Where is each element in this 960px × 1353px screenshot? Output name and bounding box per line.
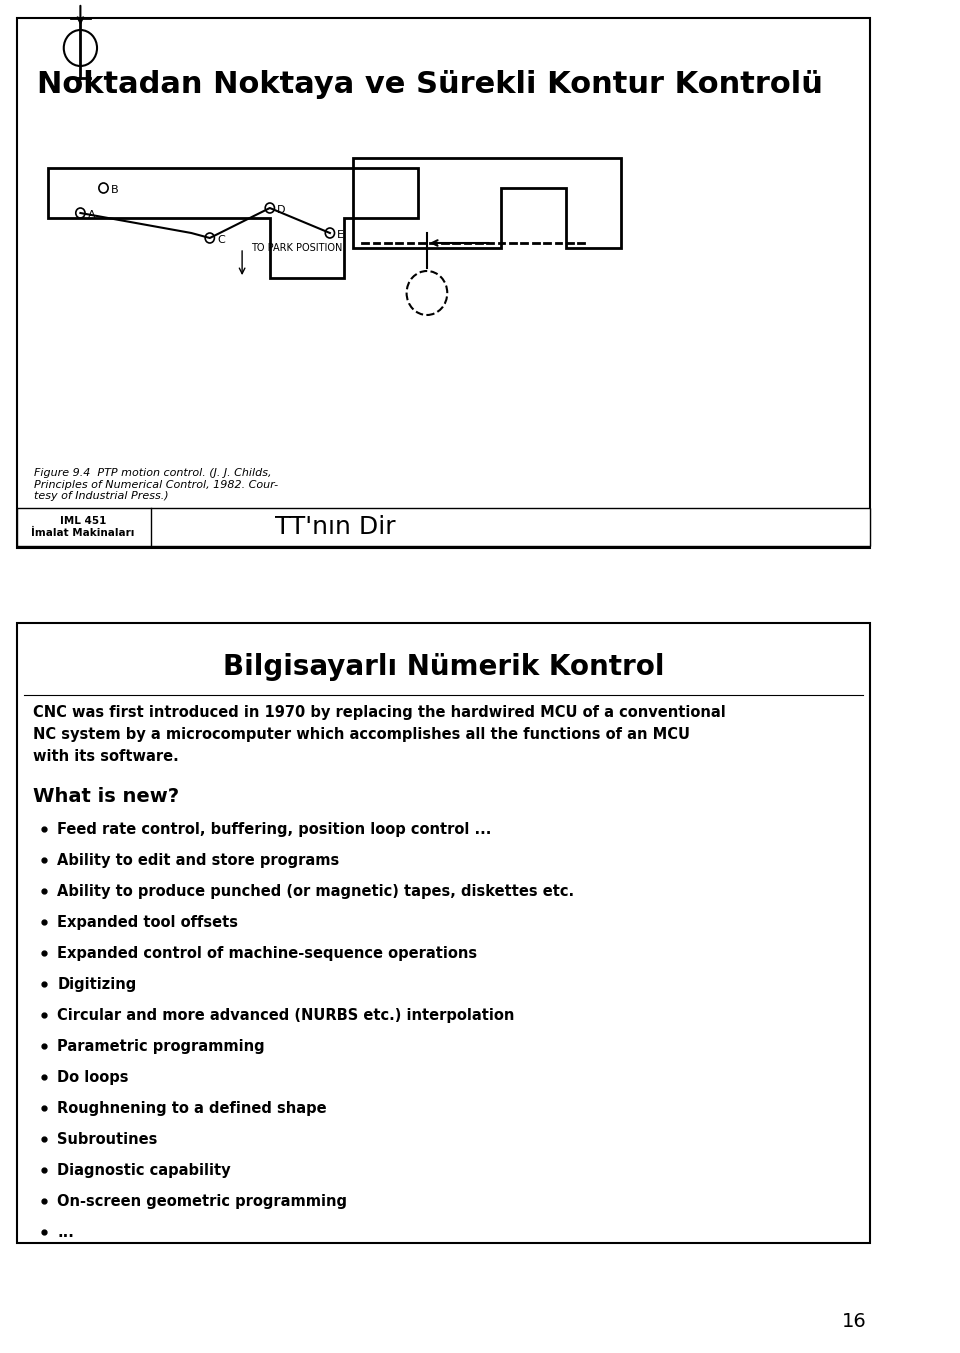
Text: TT'nın Dir: TT'nın Dir <box>276 515 396 538</box>
Text: IML 451
İmalat Makinaları: IML 451 İmalat Makinaları <box>32 515 134 538</box>
Text: Digitizing: Digitizing <box>58 977 136 992</box>
Text: Ability to produce punched (or magnetic) tapes, diskettes etc.: Ability to produce punched (or magnetic)… <box>58 884 574 898</box>
Text: Ability to edit and store programs: Ability to edit and store programs <box>58 852 340 869</box>
Text: Feed rate control, buffering, position loop control ...: Feed rate control, buffering, position l… <box>58 823 492 838</box>
Text: Subroutines: Subroutines <box>58 1132 157 1147</box>
Text: Noktadan Noktaya ve Sürekli Kontur Kontrolü: Noktadan Noktaya ve Sürekli Kontur Kontr… <box>37 70 823 99</box>
Text: Parametric programming: Parametric programming <box>58 1039 265 1054</box>
Text: TO PARK POSITION: TO PARK POSITION <box>252 244 343 253</box>
Text: Expanded control of machine-sequence operations: Expanded control of machine-sequence ope… <box>58 946 477 961</box>
Text: B: B <box>111 185 118 195</box>
FancyBboxPatch shape <box>30 108 538 507</box>
Text: Expanded tool offsets: Expanded tool offsets <box>58 915 238 930</box>
Text: C: C <box>217 235 225 245</box>
Text: with its software.: with its software. <box>34 750 179 764</box>
Text: Diagnostic capability: Diagnostic capability <box>58 1164 231 1178</box>
FancyBboxPatch shape <box>16 622 871 1243</box>
Text: ...: ... <box>58 1224 74 1239</box>
FancyBboxPatch shape <box>16 18 871 548</box>
FancyBboxPatch shape <box>16 507 871 547</box>
Text: D: D <box>277 206 286 215</box>
Text: E: E <box>337 230 345 239</box>
Text: What is new?: What is new? <box>34 787 180 806</box>
Text: Roughnening to a defined shape: Roughnening to a defined shape <box>58 1101 327 1116</box>
Text: NC system by a microcomputer which accomplishes all the functions of an MCU: NC system by a microcomputer which accom… <box>34 727 690 741</box>
Text: 16: 16 <box>842 1312 867 1331</box>
Text: A: A <box>87 210 95 221</box>
Text: Figure 9.4  PTP motion control. (J. J. Childs,
Principles of Numerical Control, : Figure 9.4 PTP motion control. (J. J. Ch… <box>35 468 278 501</box>
Text: CNC was first introduced in 1970 by replacing the hardwired MCU of a conventiona: CNC was first introduced in 1970 by repl… <box>34 705 726 720</box>
Text: On-screen geometric programming: On-screen geometric programming <box>58 1193 348 1210</box>
Text: Do loops: Do loops <box>58 1070 129 1085</box>
Text: Circular and more advanced (NURBS etc.) interpolation: Circular and more advanced (NURBS etc.) … <box>58 1008 515 1023</box>
Text: Bilgisayarlı Nümerik Kontrol: Bilgisayarlı Nümerik Kontrol <box>223 653 664 681</box>
